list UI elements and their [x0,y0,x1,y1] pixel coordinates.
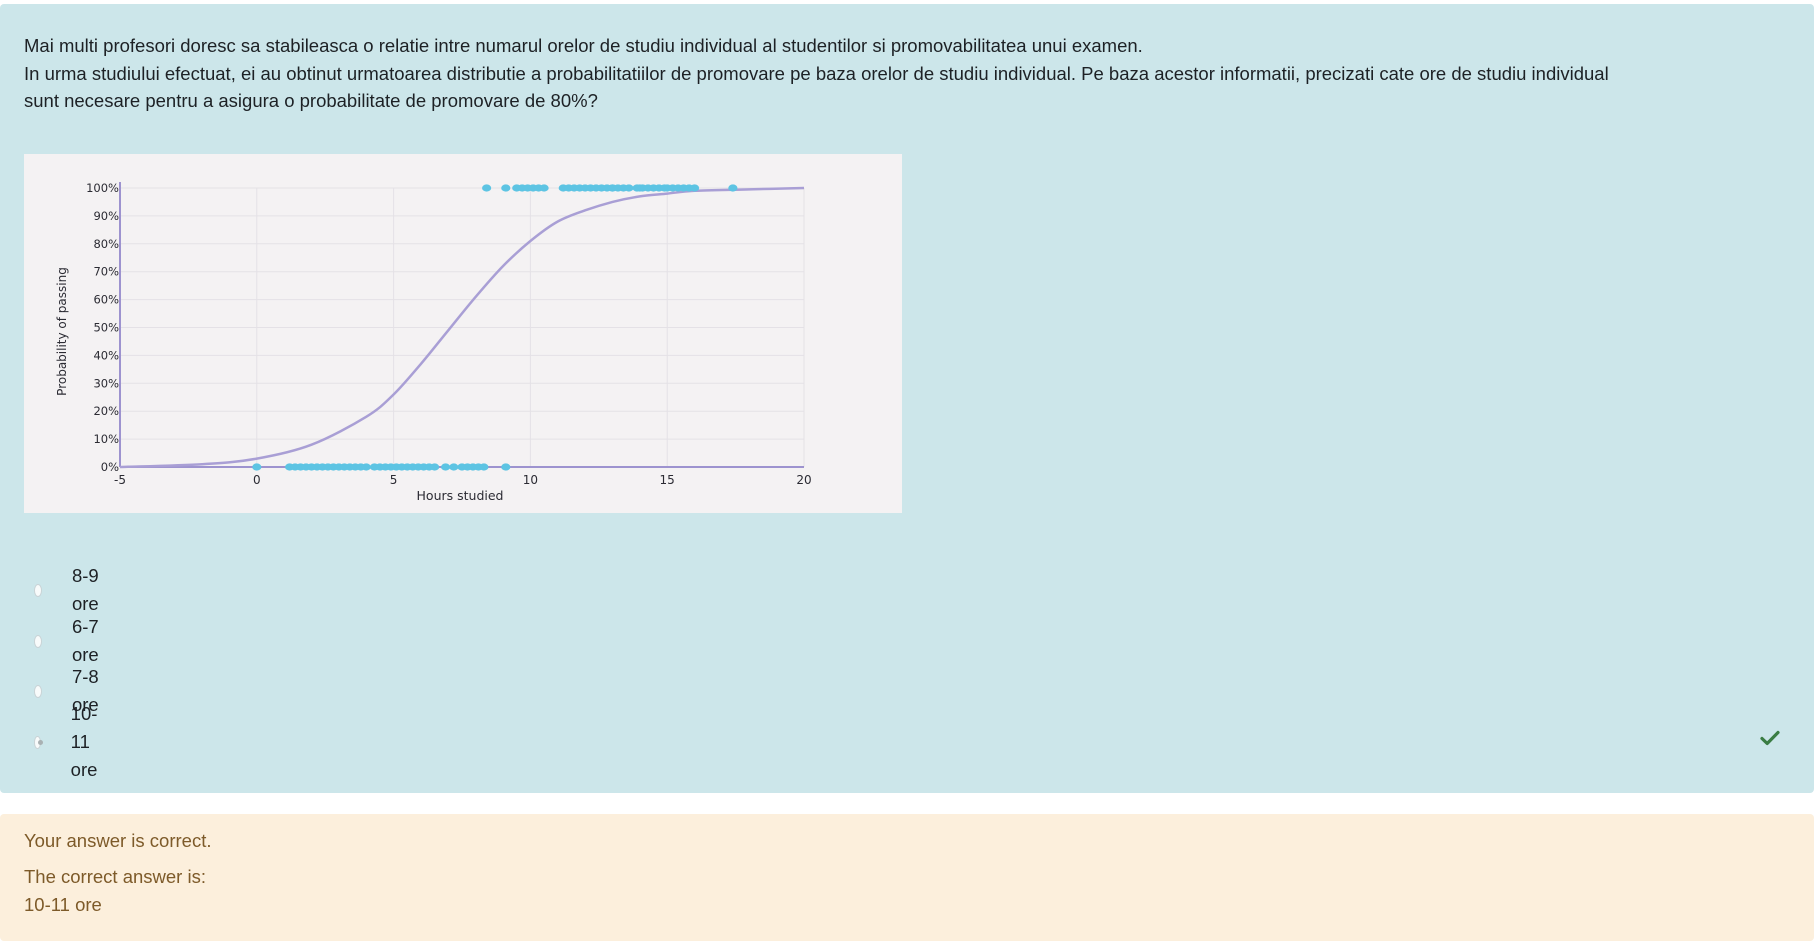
data-point [430,463,440,471]
chart-image: 0% 10% 20% 30% 40% 50% 60% 70% 80% 90% 100% -5 0 5 10 1… [24,154,902,513]
data-point [501,184,511,192]
answer-radio-2[interactable] [34,634,42,648]
logistic-curve [119,186,805,469]
question-line-1: Mai multi profesori doresc sa stabileasc… [24,35,1143,56]
answer-label-4: 10-11 ore [70,703,98,780]
data-point [440,463,451,471]
answer-radio-1[interactable] [34,583,42,597]
answer-option-2[interactable]: 6-7 ore [34,616,104,665]
feedback-result: Your answer is correct. [24,830,212,851]
x-tick-label: 20 [796,473,811,487]
y-tick-label: 100% [86,181,119,195]
answer-option-4[interactable]: 10-11 ore [34,703,104,780]
data-point [361,463,371,471]
y-tick-label: 70% [93,265,119,279]
correct-answer-value: 10-11 ore [24,894,102,915]
x-tick-label: 0 [253,473,261,487]
y-tick-label: 0% [101,460,119,474]
data-point [482,184,492,192]
y-tick-label: 30% [93,376,119,390]
data-point [659,184,670,192]
question-text: Mai multi profesori doresc sa stabileasc… [24,32,1624,115]
x-tick-label: 5 [390,473,398,487]
data-point [539,184,549,192]
data-point [479,463,489,471]
answer-radio-4[interactable] [34,735,43,749]
answer-option-3[interactable]: 7-8 ore [34,666,104,715]
y-tick-label: 40% [93,348,119,362]
feedback-panel: Your answer is correct. The correct answ… [0,814,1814,941]
answer-label-2: 6-7 ore [71,616,99,665]
data-point [624,184,634,192]
x-tick-label: -5 [114,473,126,487]
data-point [449,463,459,471]
x-tick-label: 15 [660,473,675,487]
answer-option-1[interactable]: 8-9 ore [34,565,104,614]
data-point [728,184,738,192]
correct-check-icon [1760,730,1780,746]
question-line-2: In urma studiului efectuat, ei au obtinu… [24,62,1609,112]
y-axis-title: Probability of passing [55,267,69,396]
answer-radio-3[interactable] [34,684,42,698]
y-tick-label: 80% [93,237,119,251]
answer-label-1: 8-9 ore [71,565,99,614]
x-axis-title: Hours studied [417,488,504,503]
data-point [501,463,511,471]
y-tick-label: 90% [93,209,119,223]
x-tick-label: 10 [523,473,538,487]
y-tick-label: 20% [93,404,119,418]
y-tick-label: 50% [93,321,119,335]
logistic-chart: 0% 10% 20% 30% 40% 50% 60% 70% 80% 90% 100% -5 0 5 10 1… [55,181,812,503]
data-point [252,463,262,471]
data-point [689,184,700,192]
y-tick-label: 60% [93,293,119,307]
question-panel: Mai multi profesori doresc sa stabileasc… [0,4,1814,793]
correct-answer-label: The correct answer is: [24,866,206,887]
answer-label-3: 7-8 ore [71,666,99,715]
y-tick-label: 10% [93,432,119,446]
